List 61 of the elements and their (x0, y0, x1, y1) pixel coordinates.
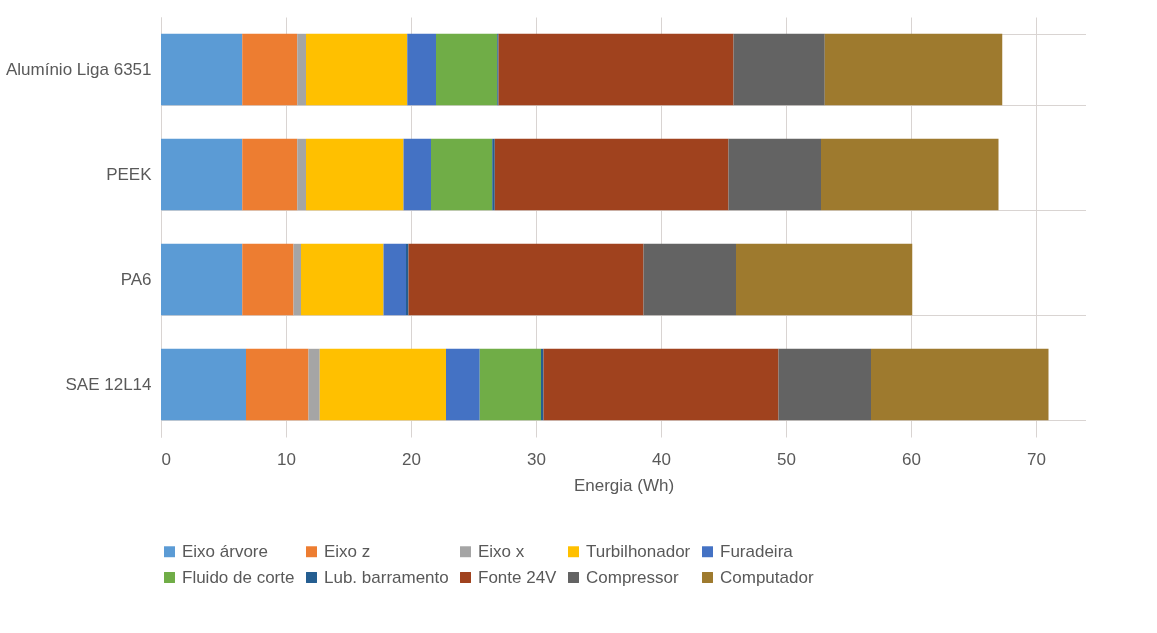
bar (736, 243, 913, 316)
bar (643, 243, 736, 316)
legend-label: Fluido de corte (182, 567, 295, 587)
x-tick-label: 50 (777, 449, 796, 469)
bar (431, 138, 493, 211)
bar (728, 138, 821, 211)
legend-label: Turbilhonador (586, 541, 691, 561)
bar (242, 33, 298, 106)
legend-label: Fonte 24V (478, 567, 558, 587)
x-tick-label: 10 (277, 449, 296, 469)
bar (293, 243, 301, 316)
bar (161, 348, 246, 421)
x-tick-label: 70 (1027, 449, 1046, 469)
bar (306, 138, 404, 211)
bar (297, 33, 306, 106)
y-tick-label: PA6 (120, 270, 152, 289)
x-tick-label: 20 (402, 449, 421, 469)
bar (543, 348, 779, 421)
bar (446, 348, 480, 421)
x-tick-label: 40 (652, 449, 671, 469)
bar (408, 243, 644, 316)
bar (541, 348, 544, 421)
bar (733, 33, 825, 106)
legend-label: Computador (720, 567, 814, 587)
bar (319, 348, 446, 421)
bar (494, 138, 729, 211)
legend-label: Eixo árvore (182, 541, 268, 561)
bar (871, 348, 1049, 421)
legend-label: Eixo x (478, 541, 525, 561)
bar (161, 33, 243, 106)
legend-label: Eixo z (324, 541, 371, 561)
bar (403, 138, 431, 211)
bar (306, 33, 408, 106)
bar (498, 33, 734, 106)
y-tick-label: PEEK (106, 165, 153, 184)
bar (308, 348, 320, 421)
bar (824, 33, 1003, 106)
bar (492, 138, 495, 211)
bar (242, 243, 294, 316)
x-tick-label: 0 (161, 449, 171, 469)
bar (436, 33, 498, 106)
x-axis-title: Energia (Wh) (573, 475, 675, 495)
bar (479, 348, 541, 421)
bar (383, 243, 406, 316)
bar (778, 348, 871, 421)
bar (242, 138, 298, 211)
x-tick-label: 60 (902, 449, 921, 469)
bar (246, 348, 309, 421)
bar (297, 138, 306, 211)
bar (821, 138, 999, 211)
y-tick-label: SAE 12L14 (65, 375, 152, 394)
bar (407, 33, 436, 106)
bar (301, 243, 384, 316)
legend-label: Furadeira (720, 541, 794, 561)
bar (406, 243, 409, 316)
x-tick-label: 30 (527, 449, 546, 469)
legend-label: Compressor (586, 567, 679, 587)
bar (161, 138, 243, 211)
y-tick-label: Alumínio Liga 6351 (5, 60, 152, 79)
legend-label: Lub. barramento (324, 567, 449, 587)
bar (161, 243, 243, 316)
